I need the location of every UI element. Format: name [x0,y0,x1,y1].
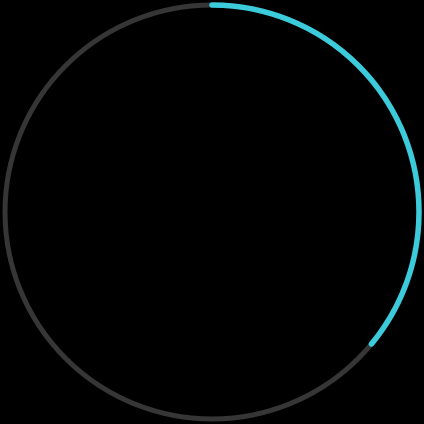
watch-screen [2,2,422,422]
progress-ring [2,2,422,422]
progress-ring-arc [2,2,422,422]
